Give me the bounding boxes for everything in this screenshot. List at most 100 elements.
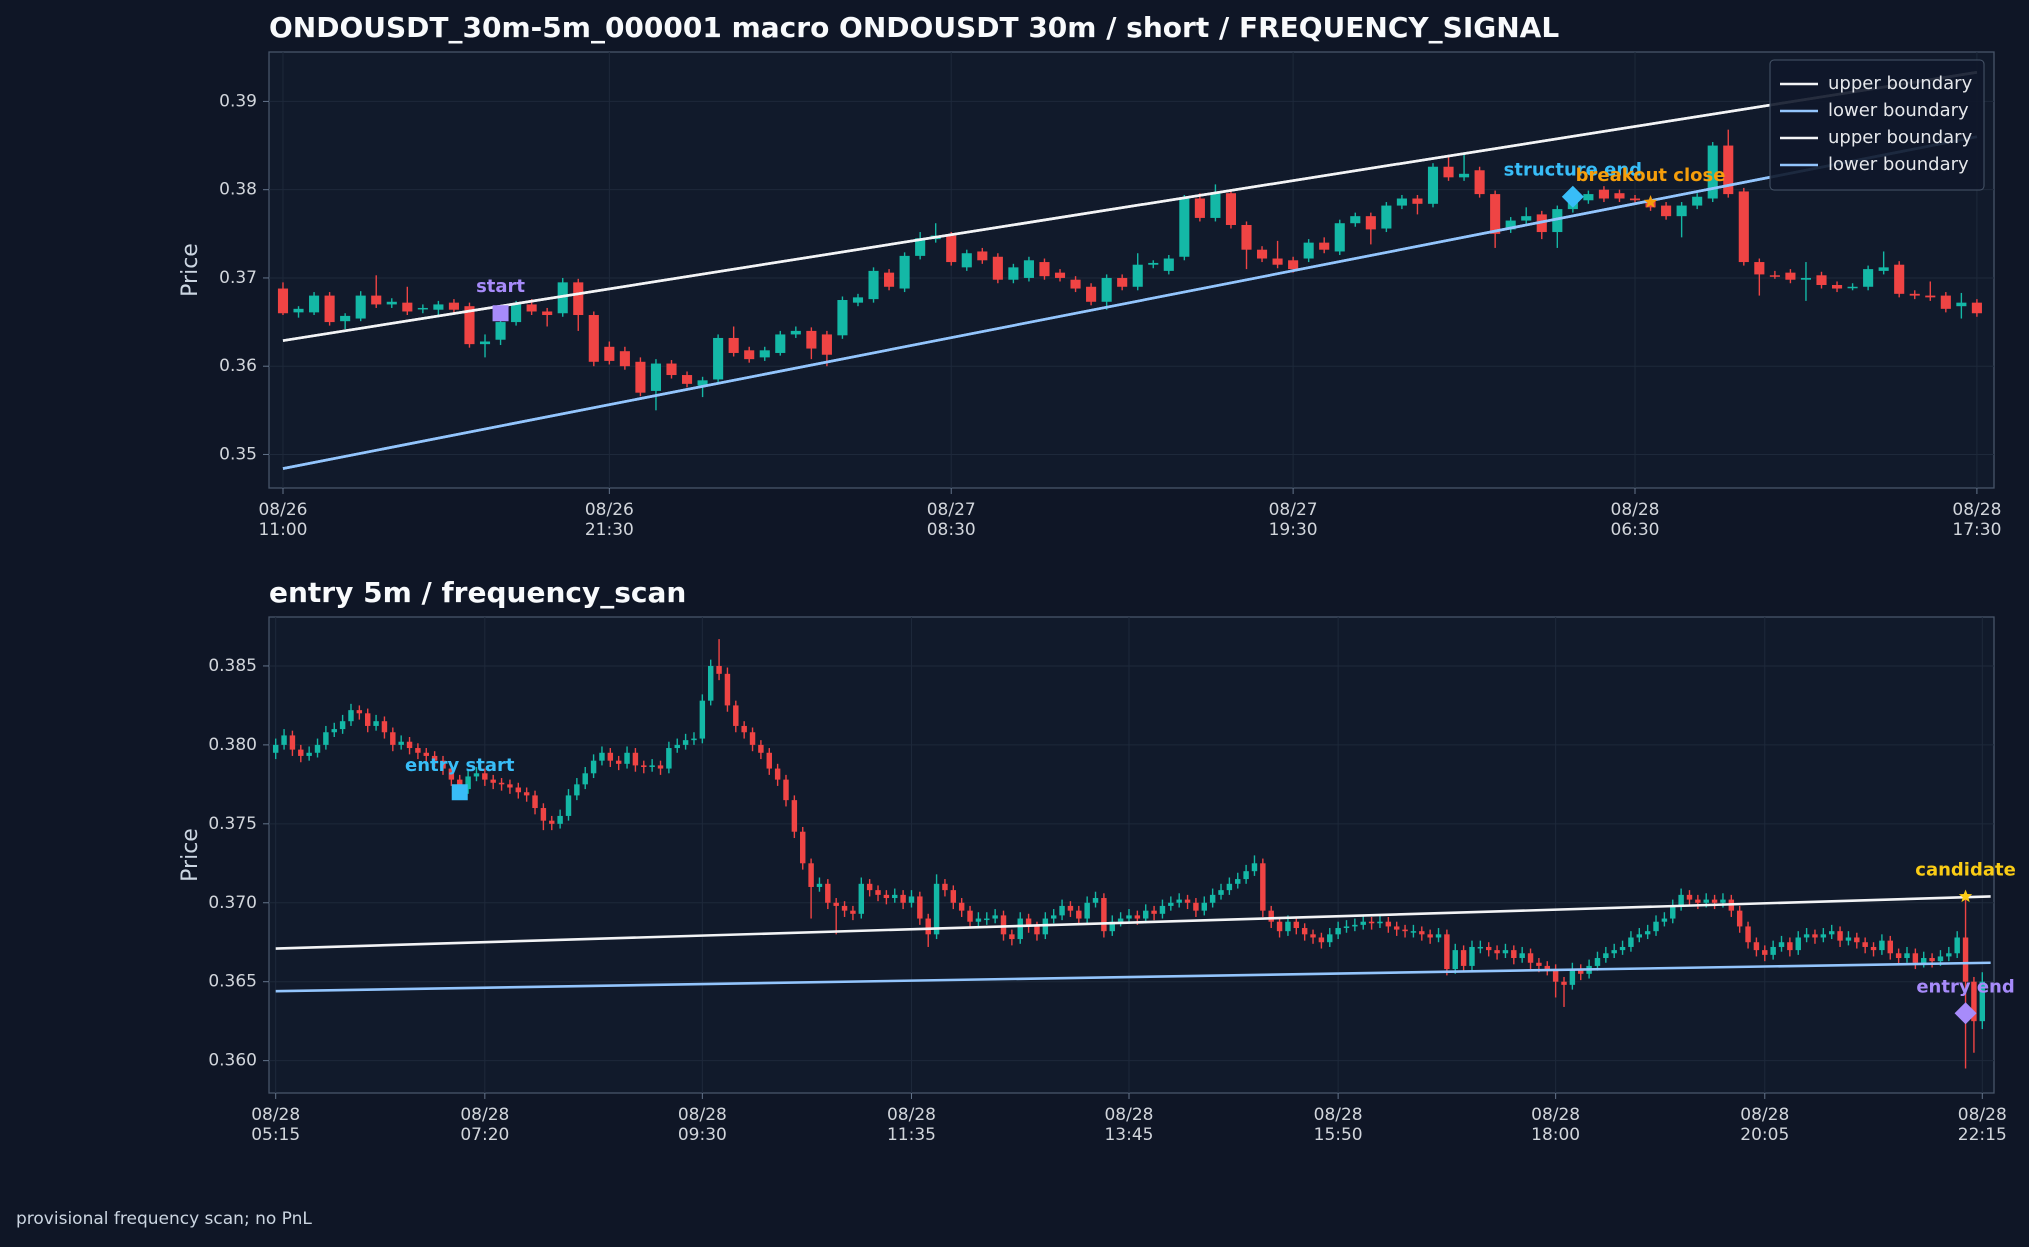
candle-body <box>1831 285 1843 289</box>
candle-body <box>364 713 371 726</box>
candle-body <box>607 752 614 761</box>
candle-body <box>1703 899 1709 903</box>
boundary-line <box>275 961 1991 993</box>
candle-body <box>574 784 580 796</box>
marker-square <box>451 784 468 801</box>
candle-body <box>1039 262 1050 277</box>
candle-body <box>775 334 786 353</box>
plot-area <box>268 51 1995 489</box>
candle-body <box>821 334 832 355</box>
candle-body <box>1443 166 1454 178</box>
x-tick-label: 08/28 17:30 <box>1952 500 2002 540</box>
candle-body <box>1644 931 1651 935</box>
legend-label: upper boundary <box>1828 127 1973 148</box>
candle-body <box>1009 934 1015 940</box>
y-tick-label: 0.370 <box>208 893 257 913</box>
candle-body <box>1474 170 1485 195</box>
x-tick-label: 08/28 13:45 <box>1104 1105 1154 1145</box>
candle-body <box>707 665 714 701</box>
candle-body <box>992 256 1003 280</box>
candle-body <box>1303 242 1314 259</box>
candle-body <box>482 773 488 780</box>
candle-body <box>1385 921 1392 927</box>
candle-body <box>272 744 279 753</box>
candle-body <box>448 768 455 780</box>
candle-body <box>1552 209 1563 233</box>
candle-body <box>1460 950 1467 966</box>
candle-body <box>942 883 948 891</box>
candle-body <box>1485 946 1492 951</box>
candle-body <box>1226 883 1233 891</box>
candle-body <box>1778 942 1785 947</box>
candle-body <box>348 710 354 722</box>
candle-body <box>915 238 926 256</box>
candle-body <box>1410 931 1417 933</box>
candle-body <box>1940 295 1951 309</box>
candle-body <box>381 721 388 733</box>
candle-body <box>1176 899 1182 903</box>
candle-body <box>1163 258 1174 271</box>
candle-body <box>1477 946 1484 949</box>
candle-body <box>1611 950 1617 954</box>
x-tick-label: 08/28 22:15 <box>1957 1105 2007 1145</box>
candle-body <box>1629 198 1641 201</box>
candle-body <box>1225 193 1237 225</box>
candle-body <box>992 915 998 919</box>
candle-body <box>498 782 505 785</box>
candle-body <box>917 896 923 919</box>
x-tick-label: 08/27 19:30 <box>1268 500 1318 540</box>
y-tick-label: 0.39 <box>219 91 257 111</box>
candle-body <box>1695 899 1701 903</box>
x-tick-label: 08/26 21:30 <box>584 500 634 540</box>
candle-body <box>1954 937 1960 954</box>
annotation-label: entry start <box>405 755 515 776</box>
candle-body <box>1427 166 1439 204</box>
candle-body <box>1126 915 1132 919</box>
candle-body <box>1619 946 1626 951</box>
y-tick-label: 0.38 <box>219 180 257 200</box>
candle-body <box>1101 277 1112 302</box>
candle-body <box>682 740 689 745</box>
candle-body <box>1904 953 1910 959</box>
candle-body <box>635 361 646 393</box>
candle-body <box>1352 924 1358 927</box>
candle-body <box>1151 910 1157 914</box>
candle-body <box>490 779 496 783</box>
candle-body <box>1720 899 1726 903</box>
candle-body <box>1521 216 1532 221</box>
candle-body <box>1368 921 1375 924</box>
candle-body <box>1459 173 1470 178</box>
candle-body <box>398 741 404 745</box>
candle-body <box>1402 929 1408 932</box>
candle-body <box>1828 931 1835 935</box>
candle-body <box>1800 277 1812 280</box>
y-tick-label: 0.36 <box>219 356 257 376</box>
candle-body <box>1193 902 1199 911</box>
candle-body <box>289 735 296 750</box>
candle-body <box>1879 940 1885 951</box>
candle-body <box>495 322 506 340</box>
candle-body <box>1494 950 1500 954</box>
candle-body <box>1762 950 1768 955</box>
candle-body <box>1785 272 1796 280</box>
candle-body <box>741 725 747 733</box>
candle-body <box>884 272 895 287</box>
candle-body <box>526 304 537 312</box>
candle-body <box>1812 934 1818 938</box>
candle-body <box>1310 934 1316 938</box>
candle-body <box>1285 921 1291 932</box>
candle-body <box>402 302 413 312</box>
candle-body <box>1194 198 1205 218</box>
candle-body <box>532 795 538 809</box>
candle-body <box>1678 894 1684 906</box>
candle-body <box>1670 905 1676 919</box>
candle-body <box>1251 863 1258 872</box>
y-tick-label: 0.385 <box>208 656 257 676</box>
candle-body <box>1614 193 1625 199</box>
candle-body <box>1628 937 1634 947</box>
candle-body <box>791 800 798 832</box>
legend-label: lower boundary <box>1828 100 1969 121</box>
candle-body <box>868 270 879 300</box>
candle-body <box>1241 224 1252 250</box>
